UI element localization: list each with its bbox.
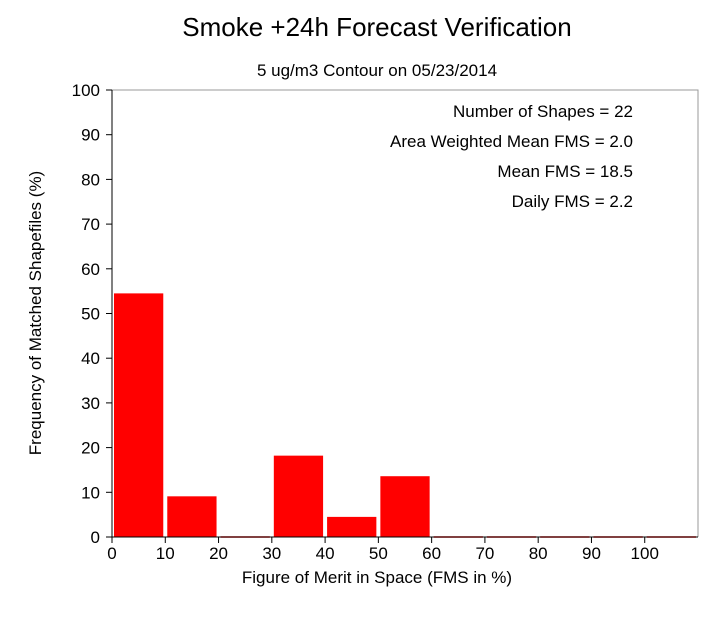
chart-subtitle: 5 ug/m3 Contour on 05/23/2014 xyxy=(257,61,497,80)
y-tick-label: 50 xyxy=(81,305,100,324)
histogram-bar xyxy=(327,516,377,537)
plot-area: 0 10 20 30 40 50 60 70 80 90 100 0 10 20 30 40 50 60 70 80 9… xyxy=(72,81,699,563)
x-axis-label: Figure of Merit in Space (FMS in %) xyxy=(242,568,512,587)
y-tick-label: 0 xyxy=(91,528,100,547)
x-tick-label: 60 xyxy=(422,544,441,563)
histogram-bar xyxy=(380,476,430,537)
stat-annotation: Mean FMS = 18.5 xyxy=(497,162,633,181)
x-tick-label: 50 xyxy=(369,544,388,563)
x-tick-label: 70 xyxy=(475,544,494,563)
stat-annotation: Area Weighted Mean FMS = 2.0 xyxy=(390,132,633,151)
x-tick-label: 20 xyxy=(209,544,228,563)
x-tick-label: 100 xyxy=(631,544,659,563)
x-tick-label: 10 xyxy=(156,544,175,563)
y-tick-label: 90 xyxy=(81,126,100,145)
histogram-bar xyxy=(114,293,164,537)
y-tick-label: 40 xyxy=(81,349,100,368)
x-tick-label: 90 xyxy=(582,544,601,563)
plot-frame xyxy=(112,89,699,537)
y-axis-label: Frequency of Matched Shapefiles (%) xyxy=(26,171,45,455)
y-tick-label: 60 xyxy=(81,260,100,279)
x-tick-label: 40 xyxy=(316,544,335,563)
histogram-bar xyxy=(273,455,324,537)
histogram-bar xyxy=(167,496,217,537)
x-tick-label: 0 xyxy=(107,544,116,563)
stats-annotations: Number of Shapes = 22 Area Weighted Mean … xyxy=(390,102,633,211)
y-tick-label: 20 xyxy=(81,439,100,458)
x-tick-label: 80 xyxy=(529,544,548,563)
y-tick-label: 70 xyxy=(81,215,100,234)
y-tick-label: 10 xyxy=(81,483,100,502)
stat-annotation: Number of Shapes = 22 xyxy=(453,102,633,121)
stat-annotation: Daily FMS = 2.2 xyxy=(512,192,633,211)
chart-title: Smoke +24h Forecast Verification xyxy=(182,12,571,42)
y-tick-label: 80 xyxy=(81,170,100,189)
y-tick-label: 100 xyxy=(72,81,100,100)
x-tick-label: 30 xyxy=(262,544,281,563)
y-tick-label: 30 xyxy=(81,394,100,413)
